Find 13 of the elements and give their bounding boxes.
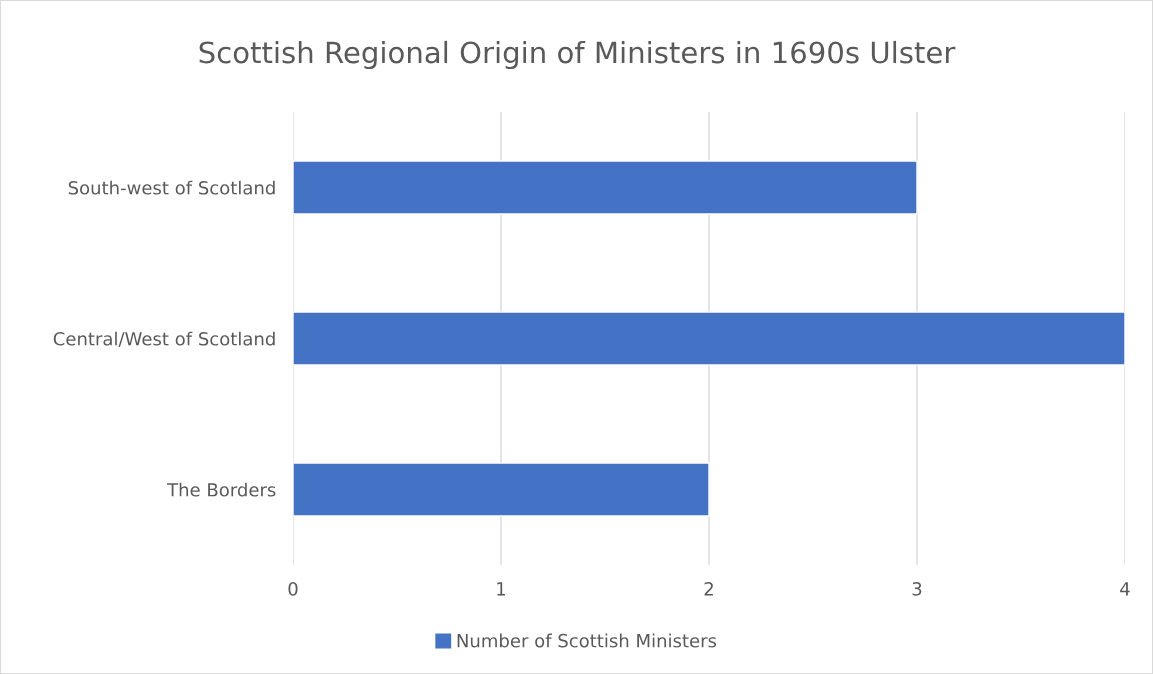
x-tick-label: 3 [912,581,922,596]
chart-title: Scottish Regional Origin of Ministers in 1690s Ulster [199,40,956,70]
x-tick-label: 4 [1120,582,1130,596]
bar [293,462,710,517]
x-tick-label: 2 [704,581,713,596]
x-tick-label: 1 [497,582,506,596]
legend-label: Number of Scottish Ministers [457,633,717,648]
bar [293,311,1125,366]
bar [293,160,918,215]
y-tick-label: Central/West of Scotland [53,331,275,348]
y-tick-label: The Borders [167,482,276,497]
y-tick-label: South-west of Scotland [68,180,275,195]
x-tick-label: 0 [288,581,298,596]
